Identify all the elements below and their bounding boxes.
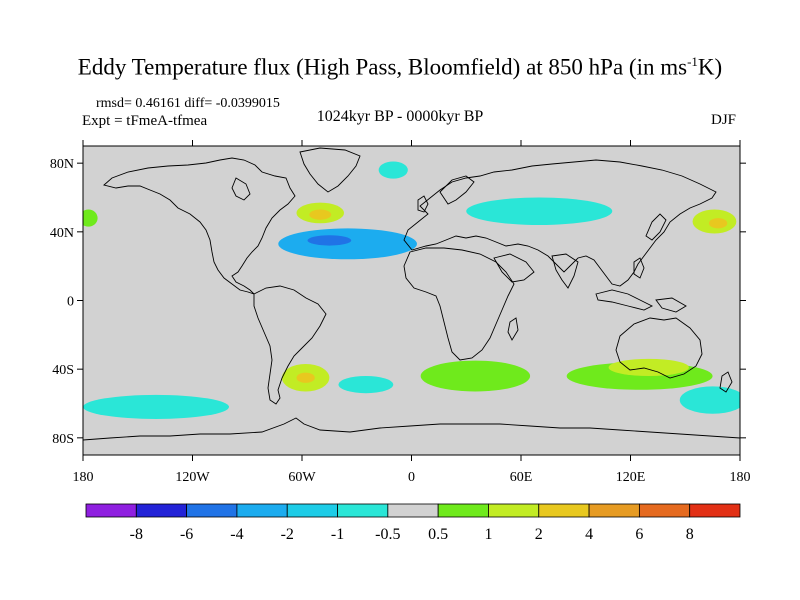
colorbar-swatch bbox=[538, 503, 590, 518]
colorbar-label: 1 bbox=[484, 526, 492, 543]
colorbar-swatch bbox=[387, 503, 439, 518]
lon-tick-label: 60E bbox=[510, 470, 533, 485]
figure-title: Eddy Temperature flux (High Pass, Bloomf… bbox=[0, 54, 800, 81]
colorbar-label: -8 bbox=[130, 526, 143, 543]
colorbar-label: 0.5 bbox=[428, 526, 448, 543]
lat-tick-label: 80S bbox=[52, 432, 74, 447]
field-australia-core-positive bbox=[608, 358, 689, 377]
colorbar-swatch bbox=[437, 503, 489, 518]
lat-tick-label: 0 bbox=[67, 295, 74, 310]
lat-tick-label: 40S bbox=[52, 363, 74, 378]
coastline-indonesia bbox=[595, 289, 654, 311]
lon-tick-label: 120E bbox=[616, 470, 646, 485]
coastline-philippines bbox=[633, 257, 645, 279]
coastline-hudson-bay bbox=[231, 177, 251, 201]
coastline-new-guinea bbox=[655, 297, 687, 313]
colorbar-swatch bbox=[236, 503, 288, 518]
anomaly-field-layer bbox=[83, 161, 740, 419]
colorbar-swatch bbox=[135, 503, 188, 518]
field-newfoundland-core-positive bbox=[309, 209, 332, 220]
coastline-layer bbox=[83, 147, 740, 441]
colorbar-swatch bbox=[85, 503, 137, 518]
field-south-america-core-positive bbox=[296, 372, 315, 383]
coastline-arabia bbox=[493, 253, 535, 283]
field-east-asia-negative bbox=[466, 197, 613, 225]
season-label: DJF bbox=[711, 112, 737, 128]
coastline-new-zealand bbox=[719, 371, 733, 393]
coastline-madagascar bbox=[507, 317, 519, 341]
coastline-greenland bbox=[299, 147, 361, 193]
stats-text: rmsd= 0.46161 diff= -0.0399015 bbox=[96, 96, 280, 111]
colorbar-swatch bbox=[638, 503, 691, 518]
colorbar-label: 8 bbox=[686, 526, 694, 543]
colorbar-label: -2 bbox=[281, 526, 294, 543]
field-south-indian-positive bbox=[420, 360, 531, 392]
colorbar-swatch bbox=[337, 503, 389, 518]
colorbar-label: -0.5 bbox=[375, 526, 400, 543]
lon-tick-label: 0 bbox=[408, 470, 415, 485]
title-end: K) bbox=[697, 54, 723, 80]
coastline-antarctica bbox=[83, 417, 740, 441]
lon-tick-label: 180 bbox=[73, 470, 94, 485]
coastline-south-america bbox=[253, 285, 327, 405]
period-label: 1024kyr BP - 0000kyr BP bbox=[316, 108, 484, 125]
title-main: Eddy Temperature flux (High Pass, Bloomf… bbox=[77, 54, 688, 80]
lon-tick-label: 120W bbox=[175, 470, 210, 485]
field-north-pacific-core-positive bbox=[708, 218, 728, 229]
coastline-japan bbox=[645, 213, 667, 241]
colorbar-swatch bbox=[286, 503, 338, 518]
field-dateline-west-positive bbox=[83, 209, 98, 227]
coastline-eurasia bbox=[403, 159, 717, 287]
lat-tick-label: 40N bbox=[50, 226, 74, 241]
title-superscript: -1 bbox=[687, 54, 698, 69]
longitude-axis: 180 120W 60W 0 60E 120E 180 bbox=[73, 140, 751, 485]
colorbar-swatch bbox=[186, 503, 238, 518]
field-southern-ocean-west-negative bbox=[83, 394, 229, 419]
field-north-atlantic-core-negative bbox=[307, 235, 352, 246]
coastline-north-america bbox=[103, 157, 296, 295]
field-arctic-negative bbox=[378, 161, 408, 179]
lon-tick-label: 60W bbox=[288, 470, 316, 485]
coastline-africa bbox=[403, 247, 515, 361]
latitude-axis: 80N 40N 0 40S 80S bbox=[50, 157, 746, 447]
coastline-australia bbox=[615, 317, 703, 379]
colorbar: -8 -6 -4 -2 -1 -0.5 0.5 1 2 4 6 8 bbox=[85, 503, 741, 543]
field-southern-ocean-atlantic-negative bbox=[338, 376, 394, 394]
colorbar-swatch bbox=[689, 503, 741, 518]
coastline-scandinavia bbox=[439, 175, 475, 205]
coastline-india bbox=[551, 253, 579, 289]
colorbar-label: 6 bbox=[635, 526, 643, 543]
colorbar-label: -1 bbox=[331, 526, 344, 543]
colorbar-swatch bbox=[588, 503, 640, 518]
colorbar-label: 4 bbox=[585, 526, 593, 543]
experiment-label: Expt = tFmeA-tfmea bbox=[82, 113, 208, 129]
lon-tick-label: 180 bbox=[730, 470, 751, 485]
colorbar-label: 2 bbox=[535, 526, 543, 543]
colorbar-label: -6 bbox=[180, 526, 193, 543]
field-north-atlantic-negative bbox=[278, 228, 417, 260]
colorbar-label: -4 bbox=[230, 526, 243, 543]
lat-tick-label: 80N bbox=[50, 157, 74, 172]
coastline-british-isles bbox=[417, 195, 429, 213]
colorbar-swatch bbox=[488, 503, 540, 518]
field-southern-ocean-east-negative bbox=[679, 386, 740, 414]
